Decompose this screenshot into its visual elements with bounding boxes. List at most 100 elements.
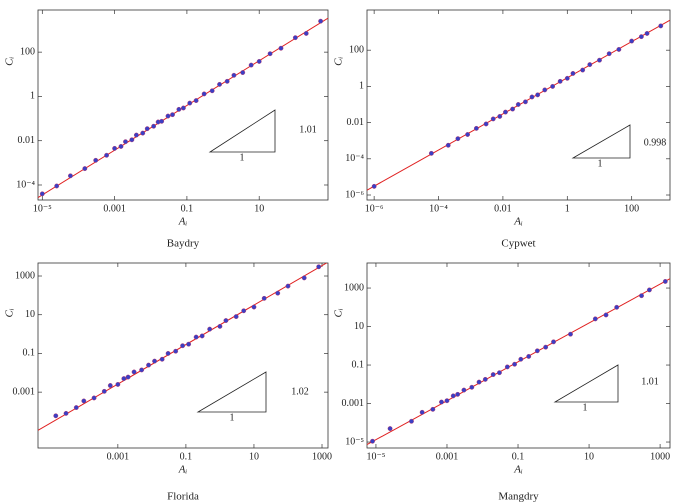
data-point <box>318 18 324 24</box>
data-point <box>465 132 470 137</box>
data-point <box>550 83 556 89</box>
data-point <box>504 364 510 370</box>
y-tick-label: 0.01 <box>18 135 36 146</box>
data-point <box>159 118 165 124</box>
data-point <box>419 409 425 415</box>
run-label: 1 <box>240 152 245 163</box>
data-point <box>490 116 496 122</box>
x-tick-label: 0.1 <box>180 451 193 462</box>
panel-caption: Cypwet <box>501 238 535 250</box>
data-point <box>592 316 598 322</box>
data-point <box>614 304 620 310</box>
data-point <box>123 139 128 145</box>
data-point <box>81 398 87 404</box>
data-point <box>587 62 593 67</box>
data-point <box>647 287 652 293</box>
data-point <box>515 102 521 107</box>
data-point <box>551 339 556 345</box>
data-point <box>292 35 298 41</box>
data-point <box>523 99 528 105</box>
data-point <box>165 113 171 119</box>
data-point <box>68 173 73 179</box>
data-point <box>173 348 179 354</box>
y-axis-label: Cᵢ <box>4 308 16 317</box>
data-point <box>568 331 573 337</box>
data-point <box>165 351 171 356</box>
data-point <box>543 344 549 350</box>
y-tick-label: 0.1 <box>352 359 365 370</box>
run-label: 1 <box>598 158 603 169</box>
x-tick-label: 100 <box>624 203 639 214</box>
data-point <box>251 304 257 310</box>
data-point <box>121 376 127 382</box>
x-tick-label: 0.1 <box>181 203 194 214</box>
data-point <box>275 290 281 296</box>
data-point <box>118 144 124 149</box>
data-point <box>140 130 146 136</box>
data-point <box>629 38 635 44</box>
x-tick-label: 10 <box>249 451 259 462</box>
data-point <box>256 59 262 64</box>
y-tick-label: 0.001 <box>342 398 365 409</box>
plot-frame <box>366 9 671 201</box>
data-point <box>409 418 414 424</box>
data-point <box>170 112 175 118</box>
data-point <box>473 125 479 131</box>
x-tick-label: 0.01 <box>494 203 512 214</box>
data-point <box>639 293 644 299</box>
data-point <box>371 183 377 189</box>
slope-label: 1.02 <box>291 386 309 397</box>
x-tick-label: 1000 <box>312 451 332 462</box>
data-point <box>193 98 199 103</box>
data-point <box>497 114 503 119</box>
slope-label: 1.01 <box>641 376 659 387</box>
panel-caption: Baydry <box>167 238 200 250</box>
panel-caption: Mangdry <box>498 491 539 503</box>
data-point <box>224 78 230 84</box>
data-point <box>476 379 482 385</box>
y-tick-label: 1000 <box>15 270 35 281</box>
y-tick-label: 0.001 <box>13 386 36 397</box>
x-tick-label: 0.001 <box>436 451 459 462</box>
y-tick-label: 10⁻⁶ <box>345 189 364 200</box>
data-point <box>223 318 229 323</box>
data-point <box>107 383 113 388</box>
data-point <box>542 87 548 93</box>
y-tick-label: 100 <box>349 44 364 55</box>
data-point <box>503 109 508 115</box>
data-point <box>526 354 532 359</box>
x-tick-label: 10⁻⁴ <box>429 203 448 214</box>
data-point <box>144 126 150 132</box>
data-point <box>430 406 436 412</box>
data-point <box>455 391 461 397</box>
data-point <box>139 367 145 373</box>
x-tick-label: 1000 <box>650 451 670 462</box>
x-tick-label: 0.1 <box>512 451 525 462</box>
data-point <box>285 283 291 289</box>
data-point <box>428 150 434 156</box>
data-point <box>231 72 237 78</box>
data-point <box>303 31 309 36</box>
fit-line <box>367 278 670 445</box>
data-point <box>512 361 517 367</box>
data-point <box>186 341 191 347</box>
data-point <box>497 370 502 376</box>
y-axis-label: Cᵢ <box>333 57 345 66</box>
y-axis-label: Cᵢ <box>4 57 16 66</box>
data-point <box>557 78 563 84</box>
data-point <box>387 426 393 431</box>
panel: 10⁻⁵ 0.001 0.1 10 10⁻⁴ 0.01 1 100 1 1.01 Aᵢ Cᵢ Baydr… <box>4 9 329 250</box>
data-point <box>658 23 664 29</box>
data-point <box>483 121 489 127</box>
data-point <box>444 398 450 404</box>
slope-triangle <box>571 124 631 159</box>
y-tick-label: 0.01 <box>347 117 365 128</box>
data-point <box>187 100 193 106</box>
y-tick-label: 1 <box>359 81 364 92</box>
data-point <box>261 295 267 301</box>
run-label: 1 <box>583 402 588 413</box>
data-point <box>606 51 612 57</box>
data-point <box>529 94 535 100</box>
data-point <box>63 410 69 416</box>
